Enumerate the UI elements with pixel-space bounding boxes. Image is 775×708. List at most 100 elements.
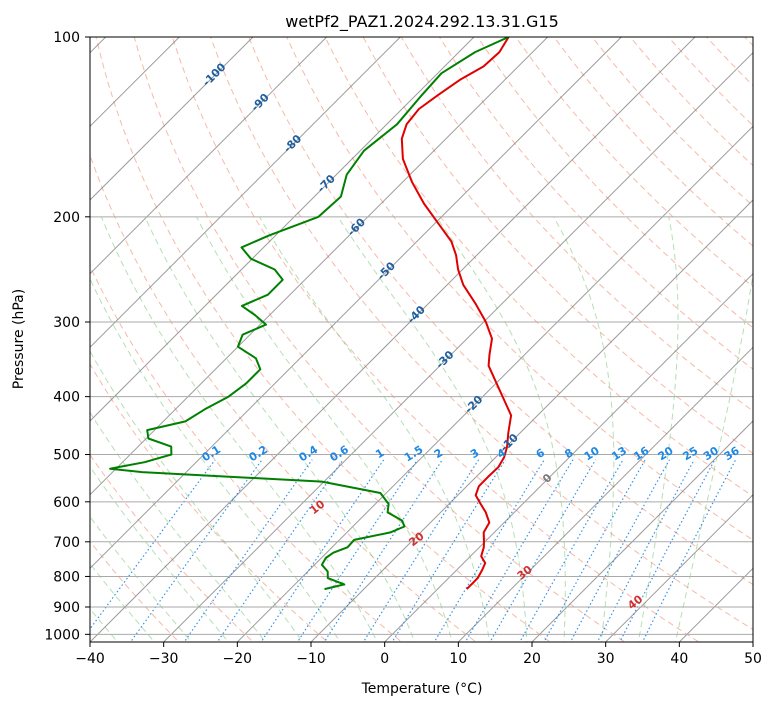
isotherm-line [163,51,753,642]
x-tick-label: −10 [296,651,326,667]
isotherm-line [678,567,753,642]
mixing-ratio-line [543,459,646,642]
isotherm-line [310,199,753,642]
dry-adiabat-line [248,37,753,586]
mixing-ratio-line [619,459,716,642]
isotherm-line [605,493,753,642]
pressure-grid [90,37,753,635]
dry-adiabat-line [171,37,700,642]
y-axis: 100 200 300 400 500 600 700 800 900 1000 [44,30,90,643]
mixing-ratio-label: 13 [609,444,629,463]
isotherm-label: -60 [345,215,368,238]
mixing-ratio-line [519,459,624,642]
mixing-ratio-label: 25 [680,444,700,463]
moist-adiabat-line [637,216,679,642]
moist-adiabat-line [674,271,753,642]
dry-adiabat-line [477,37,753,329]
isotherm-label: 0 [540,471,555,486]
isotherm-line [90,37,549,496]
isotherm-line [384,272,753,642]
mixing-ratio-label: 8 [562,446,575,461]
isotherm-line [90,37,254,201]
dry-adiabat-line [90,265,403,642]
line-labels: 0.1 0.2 0.4 0.6 1 1.5 2 3 4 6 8 10 13 16 20 25 30 36-100-… [200,60,742,612]
mixing-ratio-label: 36 [722,444,742,463]
moist-adiabat-line [435,216,566,642]
y-tick-label: 500 [53,448,80,464]
x-tick-label: 40 [670,651,688,667]
dewpoint-profile-line [109,37,510,591]
dry-adiabat-line [362,37,753,455]
moist-adiabat-line [196,216,453,642]
dry-adiabat-line [438,37,753,370]
isotherm-label: -100 [200,60,229,89]
temperature-profile-line [400,37,513,590]
mixing-ratio-label: 1.5 [402,443,425,464]
isotherm-line [457,346,753,642]
dry-adiabat-line [90,153,477,642]
dry-adiabat-line [744,37,753,47]
mixing-ratio-line [641,459,737,642]
isotherm-label: -30 [433,348,456,371]
moist-adiabat-line [258,216,491,642]
y-tick-label: 1000 [44,627,80,643]
isotherm-line [236,125,753,642]
y-tick-label: 300 [53,315,80,331]
dry-adiabat-line [591,37,753,207]
mixing-ratio-line [183,459,313,642]
isotherm-label: -70 [315,172,338,195]
x-tick-label: 50 [744,651,762,667]
dry-adiabat-line [400,37,753,412]
dry-adiabat-line [90,540,180,642]
mixing-ratio-label: 30 [701,444,721,463]
mixing-ratio-label: 0.4 [297,443,321,465]
isotherm-line [90,37,696,642]
mixing-ratio-line [569,459,671,642]
isotherm-label: -90 [249,91,272,114]
mixing-ratio-line [216,459,344,642]
moist-adiabat-line [90,465,229,642]
moist-adiabat-line [144,216,416,642]
x-tick-label: −30 [149,651,179,667]
y-axis-label: Pressure (hPa) [11,289,27,389]
mixing-ratio-line [433,459,545,642]
dry-adiabat-line [515,37,753,288]
isotherm-label: -40 [405,303,428,326]
mixing-ratio-line [260,459,385,642]
dry-adiabat-line [90,453,254,642]
dry-adiabat-line [210,37,753,631]
mixing-ratio-label: 3 [468,446,481,461]
mixing-ratio-label: 10 [582,444,602,463]
isotherm-line [531,420,753,642]
moist-adiabat-line [337,216,528,642]
background-lines [90,37,753,642]
mixing-ratio-label: 6 [534,446,548,461]
x-tick-label: 10 [449,651,467,667]
profile-lines [109,37,513,591]
y-tick-label: 800 [53,569,80,585]
moist-adiabat-line [100,216,378,642]
moist-adiabat-line [553,216,615,642]
plot-frame [89,36,754,643]
x-tick-label: 0 [380,651,389,667]
mixing-ratio-line [362,459,480,642]
mixing-ratio-line [489,459,597,642]
dry-adiabat-line [286,37,753,541]
mixing-ratio-label: 2 [432,446,445,461]
isotherm-line [752,641,753,642]
moist-adiabat-line [90,411,267,642]
y-tick-label: 600 [53,495,80,511]
x-axis-label: Temperature (°C) [361,681,483,697]
x-tick-label: −20 [223,651,253,667]
mixing-ratio-label: 16 [631,444,651,463]
mixing-ratio-label: 0.2 [247,443,270,464]
y-tick-label: 400 [53,390,80,406]
isotherm-line [90,37,328,275]
mixing-ratio-label: 0.6 [328,443,352,465]
y-tick-label: 200 [53,210,80,226]
x-axis: −40 −30 −20 −10 0 10 20 30 40 50 [75,642,762,667]
dry-adiabat-line [324,37,753,498]
isotherm-line [90,37,622,570]
isotherm-line [90,37,401,349]
